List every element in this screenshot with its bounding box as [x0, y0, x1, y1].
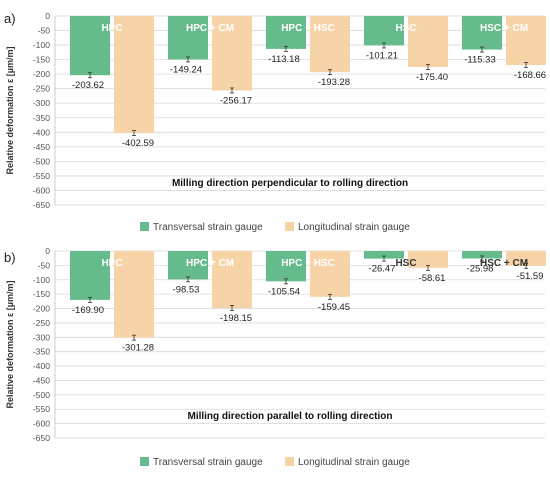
bar: [212, 16, 252, 91]
legend-label: Transversal strain gauge: [153, 222, 263, 233]
bar: [266, 16, 306, 49]
y-tick-label: -550: [33, 171, 50, 181]
data-label: -159.45: [318, 302, 350, 313]
legend-swatch: [140, 457, 149, 466]
bar: [408, 251, 448, 268]
category-label: HPC + CM: [186, 258, 234, 269]
bar: [310, 251, 350, 297]
bar: [114, 16, 154, 134]
y-tick-label: -500: [33, 156, 50, 166]
data-label: -113.18: [268, 54, 300, 65]
y-tick-label: -650: [33, 433, 50, 443]
category-label: HPC: [101, 23, 122, 34]
chart-panel-b: 0 -50 -100 -150 -200 -250 -300 -350 -400 -450 -500…: [4, 246, 546, 468]
y-tick-label: -350: [33, 113, 50, 123]
y-tick-label: -50: [38, 26, 51, 36]
legend-label: Longitudinal strain gauge: [298, 222, 410, 233]
y-tick-label: -450: [33, 375, 50, 385]
y-tick-label: -300: [33, 98, 50, 108]
bar: [462, 16, 502, 50]
y-tick-label: -200: [33, 304, 50, 314]
data-label: -168.66: [514, 70, 546, 81]
data-label: -25.98: [467, 263, 494, 274]
category-label: HSC + CM: [480, 258, 528, 269]
y-tick-label: -250: [33, 318, 50, 328]
bar: [506, 251, 546, 266]
y-tick-label: -150: [33, 55, 50, 65]
data-label: -105.54: [268, 286, 300, 297]
y-tick-label: -550: [33, 404, 50, 414]
data-label: -175.40: [416, 72, 448, 83]
y-tick-label: 0: [45, 11, 50, 21]
bar: [114, 251, 154, 338]
data-label: -26.47: [369, 264, 396, 275]
data-label: -169.90: [72, 305, 104, 316]
category-label: HSC: [395, 23, 416, 34]
data-label: -256.17: [220, 95, 252, 106]
y-tick-label: -650: [33, 200, 50, 210]
data-label: -203.62: [72, 80, 104, 91]
data-label: -301.28: [122, 343, 154, 354]
data-label: -101.21: [366, 50, 398, 61]
data-label: -115.33: [464, 55, 496, 66]
data-label: -149.24: [170, 64, 202, 75]
legend-swatch: [285, 222, 294, 231]
y-tick-label: -600: [33, 185, 50, 195]
y-tick-label: -400: [33, 361, 50, 371]
y-tick-label: -150: [33, 289, 50, 299]
y-tick-label: -200: [33, 69, 50, 79]
y-tick-label: -450: [33, 142, 50, 152]
bar: [408, 16, 448, 68]
data-label: -98.53: [173, 284, 200, 295]
y-tick-label: -600: [33, 419, 50, 429]
y-tick-label: -300: [33, 332, 50, 342]
bar: [70, 251, 110, 300]
category-label: HSC: [395, 258, 416, 269]
legend-swatch: [140, 222, 149, 231]
y-tick-label: -500: [33, 390, 50, 400]
category-label: HPC + CM: [186, 23, 234, 34]
category-label: HPC + HSC: [281, 258, 335, 269]
bar: [506, 16, 546, 66]
y-axis-title: Relative deformation ε [µm/m]: [5, 47, 15, 175]
panel-label: a): [4, 11, 16, 26]
data-label: -51.59: [517, 271, 544, 282]
panel-label: b): [4, 250, 16, 265]
data-label: -198.15: [220, 313, 252, 324]
plot-annotation: Milling direction parallel to rolling di…: [187, 411, 392, 422]
bar: [462, 251, 502, 259]
bar: [266, 251, 306, 282]
bar: [70, 16, 110, 76]
y-tick-label: -100: [33, 275, 50, 285]
category-label: HPC: [101, 258, 122, 269]
y-tick-label: -250: [33, 84, 50, 94]
y-tick-label: -350: [33, 347, 50, 357]
legend-swatch: [285, 457, 294, 466]
category-label: HSC + CM: [480, 23, 528, 34]
y-axis-title: Relative deformation ε [µm/m]: [5, 281, 15, 409]
category-label: HPC + HSC: [281, 23, 335, 34]
bar: [168, 16, 208, 60]
chart-panel-a: 0 -50 -100 -150 -200 -250 -300 -350 -400 -450 -500…: [4, 11, 546, 233]
bar: [212, 251, 252, 309]
plot-annotation: Milling direction perpendicular to rolli…: [172, 178, 408, 189]
bar: [364, 16, 404, 46]
data-label: -193.28: [318, 77, 350, 88]
bar: [310, 16, 350, 73]
data-label: -402.59: [122, 138, 154, 149]
legend-label: Transversal strain gauge: [153, 457, 263, 468]
legend-label: Longitudinal strain gauge: [298, 457, 410, 468]
bar: [168, 251, 208, 280]
y-tick-label: -100: [33, 40, 50, 50]
y-tick-label: 0: [45, 246, 50, 256]
y-tick-label: -50: [38, 260, 51, 270]
data-label: -58.61: [419, 273, 446, 284]
bar: [364, 251, 404, 259]
y-tick-label: -400: [33, 127, 50, 137]
